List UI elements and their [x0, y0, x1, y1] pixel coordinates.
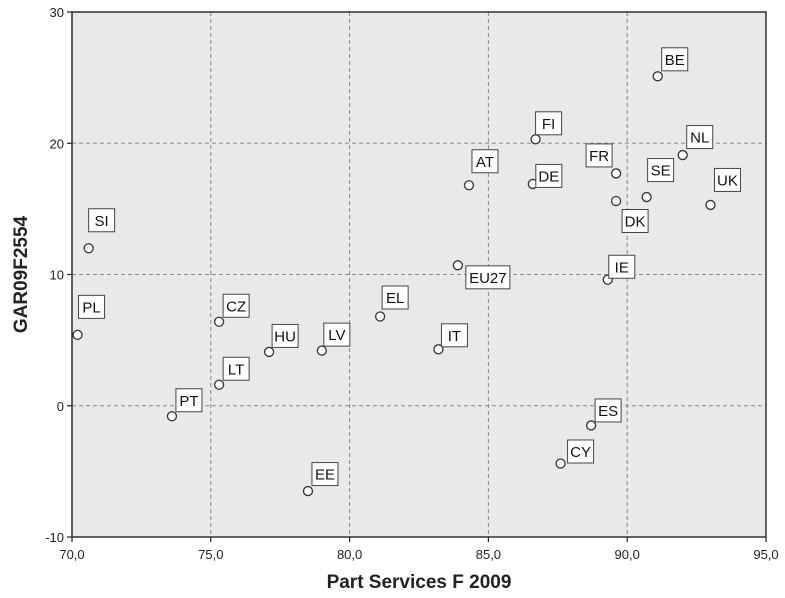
- data-point-marker: [705, 199, 716, 211]
- data-point-label: EE: [315, 467, 335, 484]
- data-point-label-box: [222, 293, 250, 318]
- data-point-label-box: [175, 388, 203, 413]
- data-point-label-box: [311, 462, 339, 487]
- data-point-label: ES: [598, 403, 618, 420]
- data-point-label: UK: [717, 172, 738, 189]
- data-point-marker: [463, 180, 475, 191]
- data-point-label: PT: [179, 393, 198, 410]
- x-tick-label: 75,0: [198, 547, 223, 562]
- data-point-label-box: [88, 208, 116, 233]
- data-point-label: DE: [538, 168, 559, 185]
- data-point-label: DK: [625, 214, 646, 231]
- data-point-label: IE: [615, 259, 629, 276]
- data-point-label: SI: [95, 213, 109, 230]
- data-point-label: FR: [589, 148, 609, 165]
- data-point-label-box: [440, 323, 468, 348]
- x-tick-label: 80,0: [337, 547, 362, 562]
- data-point-label-box: [465, 265, 511, 290]
- y-tick-label: 30: [50, 5, 64, 20]
- data-point-marker: [652, 71, 663, 82]
- data-point-marker: [610, 195, 622, 207]
- data-point-label: EU27: [469, 270, 507, 287]
- data-point-label-box: [608, 254, 636, 279]
- data-point-label-box: [686, 125, 714, 150]
- data-point-label-box: [594, 398, 622, 423]
- data-point-marker: [213, 316, 225, 327]
- data-point-label: EL: [386, 290, 404, 307]
- data-point-label-box: [535, 163, 563, 188]
- data-point-label: IT: [448, 328, 461, 345]
- data-points: SI PL CZ LT PT HU LV EE EL IT EU27 AT FI DE FR DK SE IE ES…: [72, 47, 741, 497]
- data-point-label-box: [585, 143, 613, 168]
- data-point-marker: [374, 311, 386, 322]
- axis-ticks: 70,0 75,0 80,0 85,0 90,0 95,0 -10 0 10 20 30: [45, 5, 778, 562]
- x-tick-label: 70,0: [59, 547, 84, 562]
- data-point-label: AT: [476, 154, 494, 171]
- data-point-label-box: [621, 209, 649, 233]
- data-point-marker: [452, 260, 464, 271]
- data-point-label: SE: [651, 163, 671, 180]
- data-point-marker: [433, 344, 444, 355]
- data-point-marker: [302, 485, 314, 497]
- x-axis-title: Part Services F 2009: [327, 572, 512, 593]
- data-point-label: LT: [228, 361, 244, 378]
- data-point-marker: [83, 243, 94, 254]
- data-point-label: CZ: [226, 298, 246, 315]
- data-point-label-box: [661, 47, 689, 72]
- x-tick-label: 90,0: [615, 547, 640, 562]
- data-point-marker: [677, 149, 688, 161]
- data-point-label: NL: [690, 130, 709, 147]
- data-point-marker: [641, 191, 652, 203]
- data-point-marker: [166, 411, 178, 422]
- data-point-marker: [263, 346, 275, 358]
- data-point-label-box: [222, 356, 250, 381]
- data-point-label-box: [381, 285, 409, 310]
- y-tick-label: 20: [50, 136, 64, 151]
- x-tick-label: 95,0: [753, 547, 778, 562]
- data-point-marker: [72, 329, 83, 341]
- y-tick-label: -10: [45, 530, 64, 545]
- x-tick-label: 85,0: [476, 547, 501, 562]
- data-point-label: HU: [274, 328, 296, 345]
- data-point-label-box: [271, 323, 299, 348]
- data-point-marker: [530, 134, 541, 145]
- data-point-label-box: [713, 167, 741, 192]
- data-point-label-box: [535, 111, 563, 136]
- data-point-marker: [316, 345, 327, 356]
- data-point-label-box: [471, 149, 499, 174]
- data-point-label: FI: [542, 116, 555, 133]
- data-point-label-box: [647, 158, 675, 183]
- data-point-marker: [585, 420, 597, 431]
- data-point-label-box: [323, 322, 351, 347]
- y-tick-label: 0: [57, 399, 64, 414]
- data-point-marker: [610, 168, 622, 179]
- data-point-label-box: [567, 439, 595, 464]
- data-point-label: PL: [82, 299, 100, 316]
- y-tick-label: 10: [50, 268, 64, 283]
- data-point-label: CY: [570, 444, 591, 461]
- y-axis-title: GAR09F2554: [11, 215, 32, 333]
- data-point-label-box: [78, 294, 106, 319]
- data-point-marker: [555, 458, 566, 469]
- data-point-marker: [213, 379, 225, 390]
- data-point-label: BE: [665, 52, 685, 69]
- data-point-label: LV: [328, 327, 345, 344]
